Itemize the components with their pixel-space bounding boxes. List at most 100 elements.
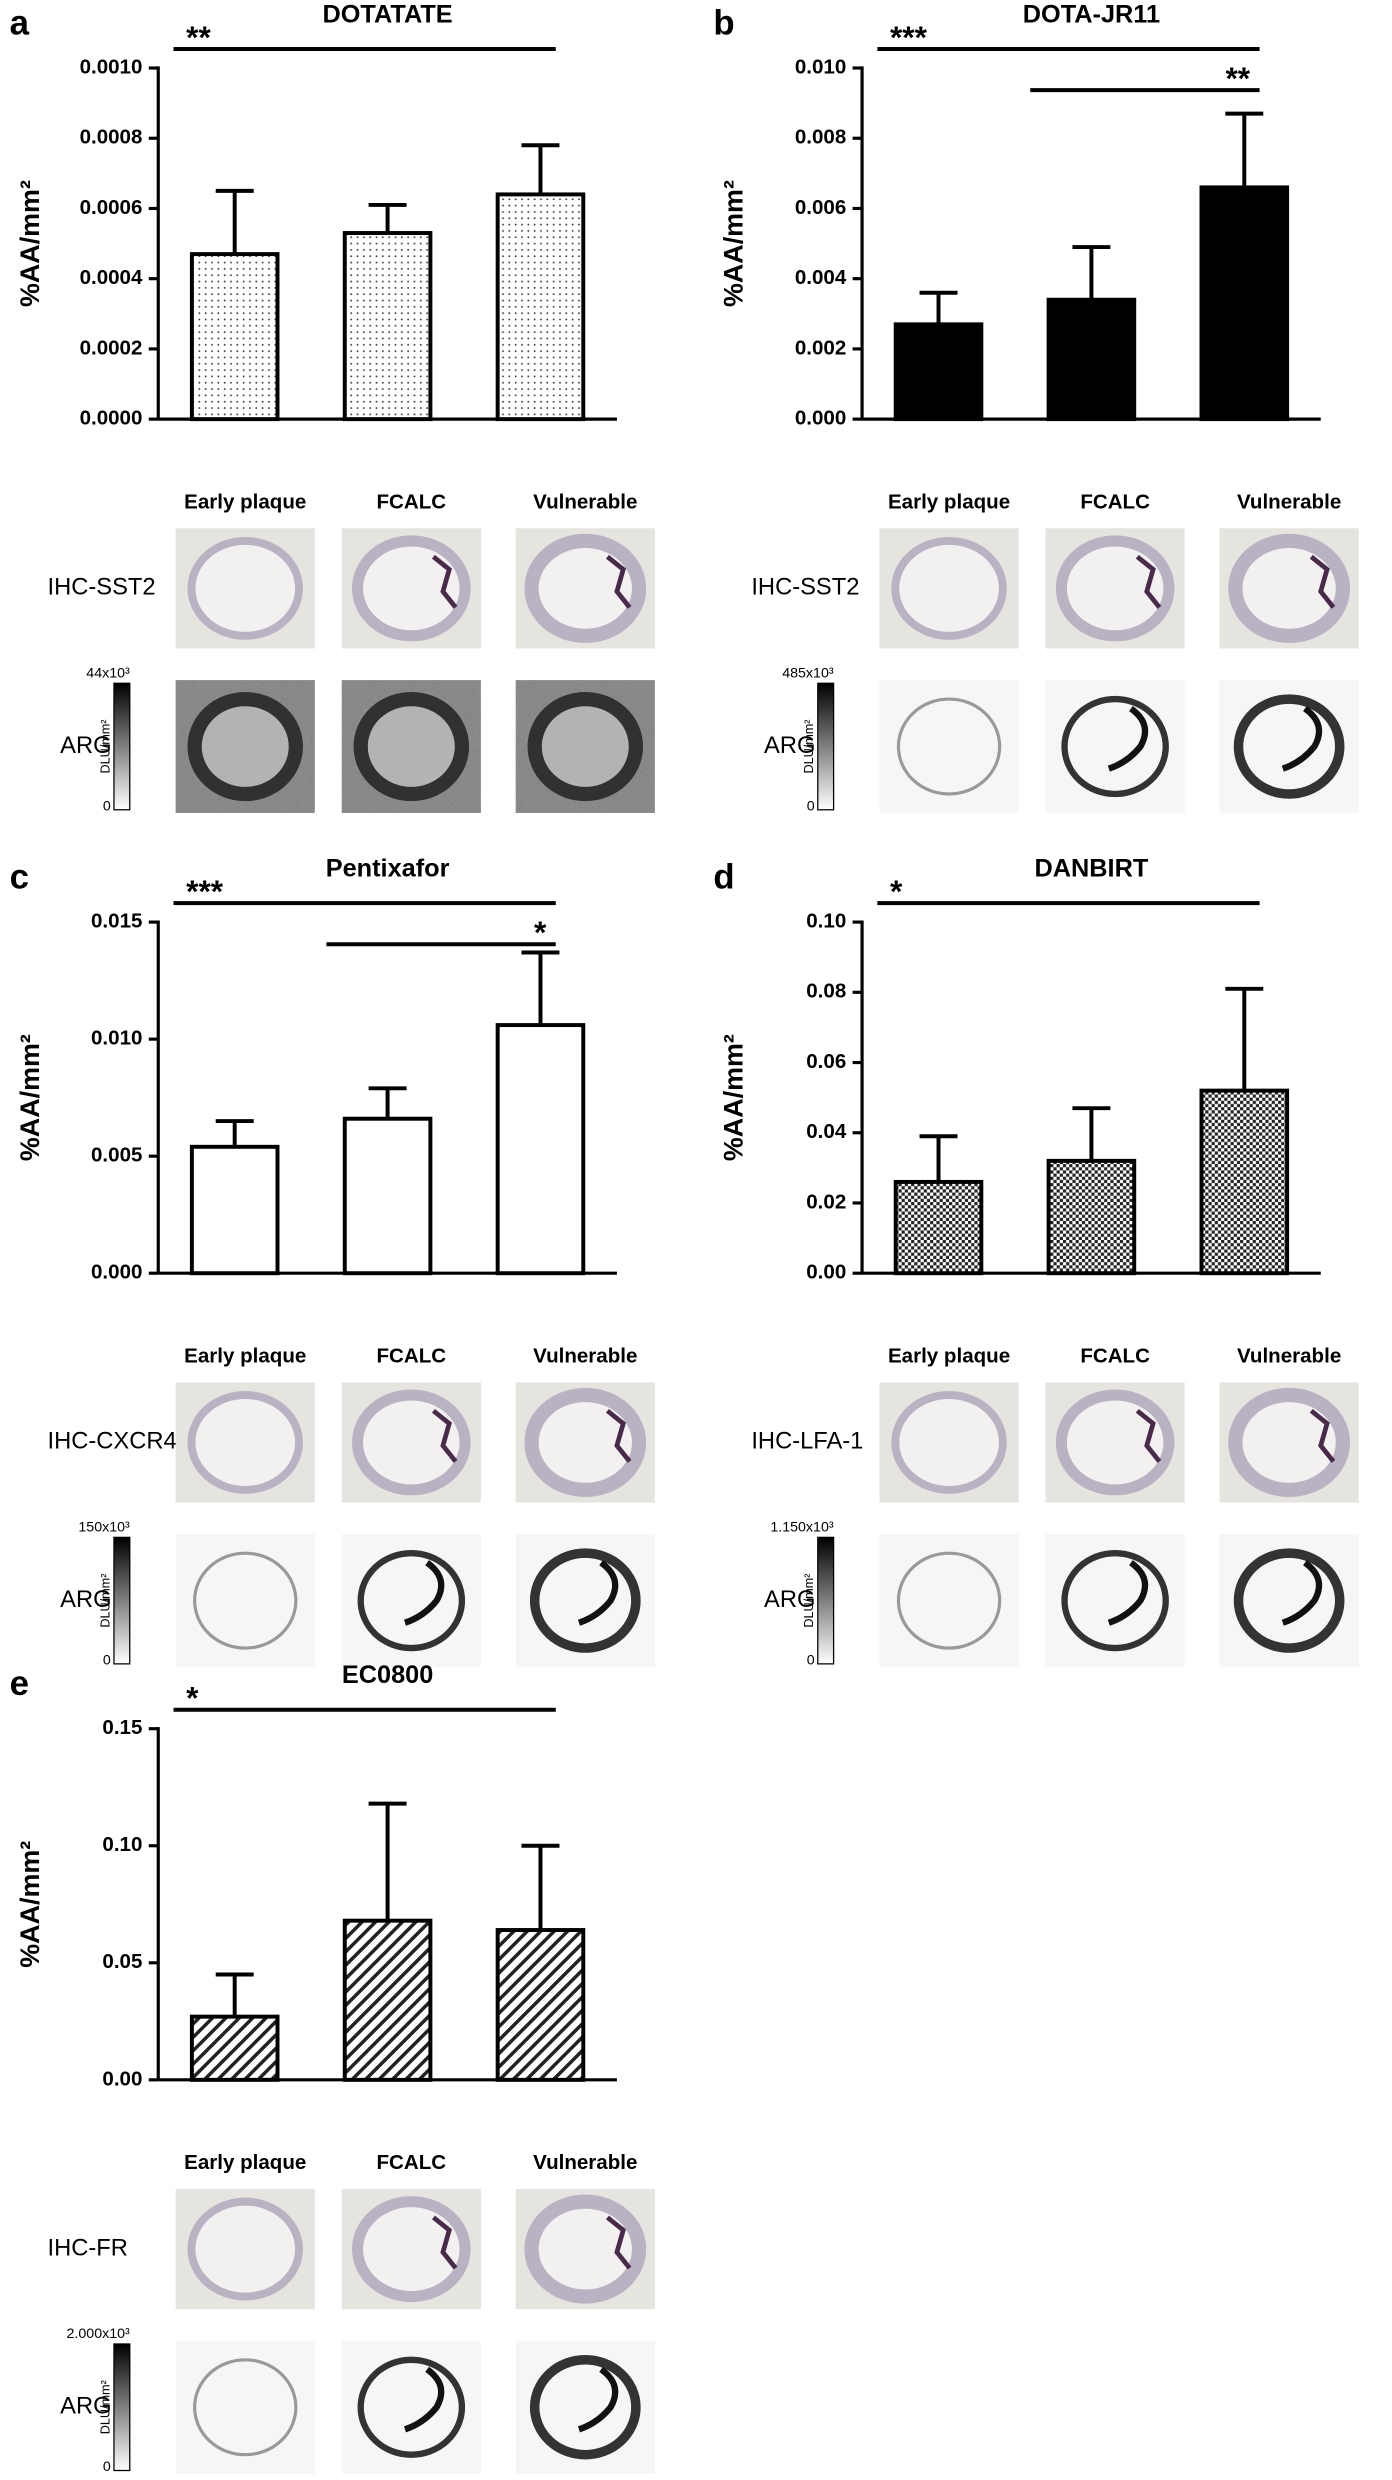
arg-ring [1233,694,1345,799]
ihc-section [1228,533,1351,643]
scale-max-label: 1.150x10³ [770,1520,834,1536]
image-column-label: Early plaque [888,1344,1010,1367]
panel-label: d [713,859,734,897]
image-column-label: Early plaque [888,490,1010,513]
y-tick-label: 0.0006 [80,196,143,219]
arg-ring [1061,1550,1169,1652]
scale-min-label: 0 [807,798,815,814]
significance-label: *** [186,873,224,909]
arg-hot [1107,705,1149,772]
image-row-label: IHC-FR [48,2235,128,2261]
y-tick-label: 0.0010 [80,55,143,78]
arg-ring [187,691,303,802]
arg-ring [357,2356,466,2458]
scale-bar [113,2343,131,2472]
image-column-label: FCALC [376,2151,446,2174]
scale-bar [817,1536,835,1665]
chart-title: EC0800 [342,1661,433,1689]
scale-label: DLU/mm² [98,1574,112,1628]
image-column-label: Early plaque [184,490,306,513]
y-tick-label: 0.15 [102,1716,142,1739]
bar [1199,185,1290,422]
scale-min-label: 0 [103,1652,111,1668]
ihc-section [187,536,303,640]
ihc-section [891,1391,1007,1494]
arg-ring [1061,695,1169,798]
panel-label: a [10,4,30,42]
arg-image [175,2340,315,2474]
y-tick-label: 0.02 [806,1190,846,1213]
y-axis-label: %AA/mm² [15,180,45,307]
y-tick-label: 0.000 [795,407,846,430]
scale-max-label: 44x10³ [86,666,130,682]
bar [189,1144,280,1276]
scale-bar [113,682,131,811]
ihc-section [351,1389,471,1496]
ihc-section [351,2196,471,2303]
panel-label: b [713,4,734,42]
panel-label: e [10,1665,29,1703]
ihc-stain [1135,554,1162,609]
significance-label: ** [1225,60,1250,96]
bar [893,322,984,422]
scale-label: DLU/mm² [802,719,816,773]
scale-label: DLU/mm² [802,1574,816,1628]
ihc-stain [431,554,458,609]
significance-label: * [186,1680,199,1716]
arg-hot [1107,1560,1149,1626]
y-tick-label: 0.0004 [80,266,143,289]
ihc-section [1055,535,1175,642]
ihc-stain [1309,554,1336,609]
ihc-section [1228,1387,1351,1498]
y-tick-label: 0.08 [806,980,846,1003]
bar [1199,1088,1290,1276]
ihc-stain [1309,1408,1336,1463]
y-tick-label: 0.0000 [80,407,143,430]
significance-label: * [890,873,903,909]
arg-hot [403,1560,445,1626]
ihc-section [187,2197,303,2301]
bar [342,1116,433,1276]
significance-label: ** [186,19,211,55]
image-column-label: Vulnerable [1237,490,1341,513]
y-tick-label: 0.10 [102,1833,142,1856]
image-column-label: Early plaque [184,1344,306,1367]
arg-hot [1281,1560,1323,1626]
image-row-label: IHC-SST2 [48,575,156,601]
arg-image [879,680,1019,813]
bar [495,1928,586,2082]
ihc-section [1055,1389,1175,1496]
image-column-label: FCALC [1080,490,1150,513]
y-tick-label: 0.004 [795,266,847,289]
arg-ring [529,2355,641,2460]
chart-title: DOTATATE [322,1,452,29]
image-row-label: IHC-SST2 [751,575,859,601]
significance-label: *** [890,19,928,55]
chart-title: Pentixafor [326,855,450,883]
scale-max-label: 485x10³ [782,666,834,682]
ihc-stain [1135,1408,1162,1463]
arg-hot [1281,705,1323,772]
image-row-label: ARG [764,733,815,759]
arg-ring [353,691,470,802]
scale-max-label: 2.000x10³ [67,2326,131,2342]
arg-ring [896,1551,1002,1650]
arg-ring [529,1548,641,1653]
chart-title: DOTA-JR11 [1023,1,1160,29]
image-column-label: Vulnerable [533,1344,637,1367]
image-column-label: FCALC [1080,1344,1150,1367]
bar [495,192,586,422]
image-column-label: FCALC [376,1344,446,1367]
bar [189,2014,280,2082]
scale-label: DLU/mm² [98,2380,112,2434]
y-axis-label: %AA/mm² [15,1841,45,1968]
y-tick-label: 0.015 [91,910,142,933]
image-row-label: ARG [60,733,111,759]
image-row-label: ARG [60,2394,111,2420]
arg-hot [577,2366,619,2433]
arg-ring [1233,1548,1345,1653]
arg-ring [527,691,644,802]
ihc-stain [605,2215,632,2270]
ihc-section [351,535,471,642]
y-tick-label: 0.0008 [80,126,143,149]
